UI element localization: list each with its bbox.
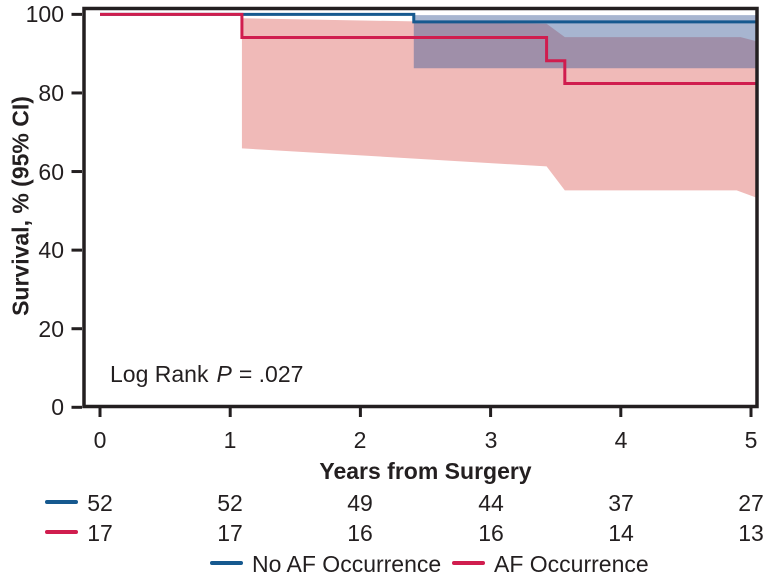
risk-count: 44 bbox=[478, 490, 504, 516]
risk-count: 13 bbox=[738, 520, 764, 546]
risk-count: 27 bbox=[738, 490, 764, 516]
ci-band bbox=[413, 15, 756, 69]
plot-border bbox=[82, 6, 759, 409]
risk-count: 52 bbox=[87, 490, 113, 516]
x-tick-label-3: 3 bbox=[484, 427, 498, 453]
x-tick-label-2: 2 bbox=[353, 427, 367, 453]
annotation-prefix: Log Rank bbox=[110, 361, 209, 387]
risk-row-marker-no-af bbox=[45, 500, 78, 504]
risk-count: 14 bbox=[608, 520, 634, 546]
ci-band bbox=[241, 18, 756, 198]
risk-count: 17 bbox=[217, 520, 243, 546]
x-tick-label-1: 1 bbox=[223, 427, 237, 453]
legend-label-af: AF Occurrence bbox=[494, 551, 649, 577]
x-tick-label-5: 5 bbox=[744, 427, 758, 453]
y-tick-label-0: 0 bbox=[51, 394, 64, 420]
risk-count: 16 bbox=[347, 520, 373, 546]
survival-curve bbox=[100, 12, 756, 86]
risk-count: 16 bbox=[478, 520, 504, 546]
log-rank-annotation: Log Rank P = .027 bbox=[110, 361, 303, 387]
legend-marker-no-af bbox=[210, 561, 243, 565]
x-axis-title: Years from Surgery bbox=[319, 458, 532, 484]
risk-count: 52 bbox=[217, 490, 243, 516]
x-tick-label-0: 0 bbox=[93, 427, 107, 453]
y-tick-label-100: 100 bbox=[25, 1, 64, 27]
y-axis-title: Survival, % (95% CI) bbox=[7, 96, 34, 316]
plot-layers bbox=[100, 12, 756, 198]
risk-count: 49 bbox=[347, 490, 373, 516]
risk-row-marker-af bbox=[45, 530, 78, 534]
annotation-value: = .027 bbox=[238, 361, 304, 387]
x-tick-label-4: 4 bbox=[614, 427, 628, 453]
y-tick-label-60: 60 bbox=[38, 159, 64, 185]
risk-count: 37 bbox=[608, 490, 634, 516]
y-tick-label-20: 20 bbox=[38, 316, 64, 342]
y-tick-label-40: 40 bbox=[38, 237, 64, 263]
annotation-p-stat: P bbox=[216, 361, 232, 387]
legend-marker-af bbox=[452, 561, 485, 565]
y-tick-label-80: 80 bbox=[38, 80, 64, 106]
legend-label-no-af: No AF Occurrence bbox=[252, 551, 442, 577]
survival-curve bbox=[100, 12, 756, 24]
risk-count: 17 bbox=[87, 520, 113, 546]
